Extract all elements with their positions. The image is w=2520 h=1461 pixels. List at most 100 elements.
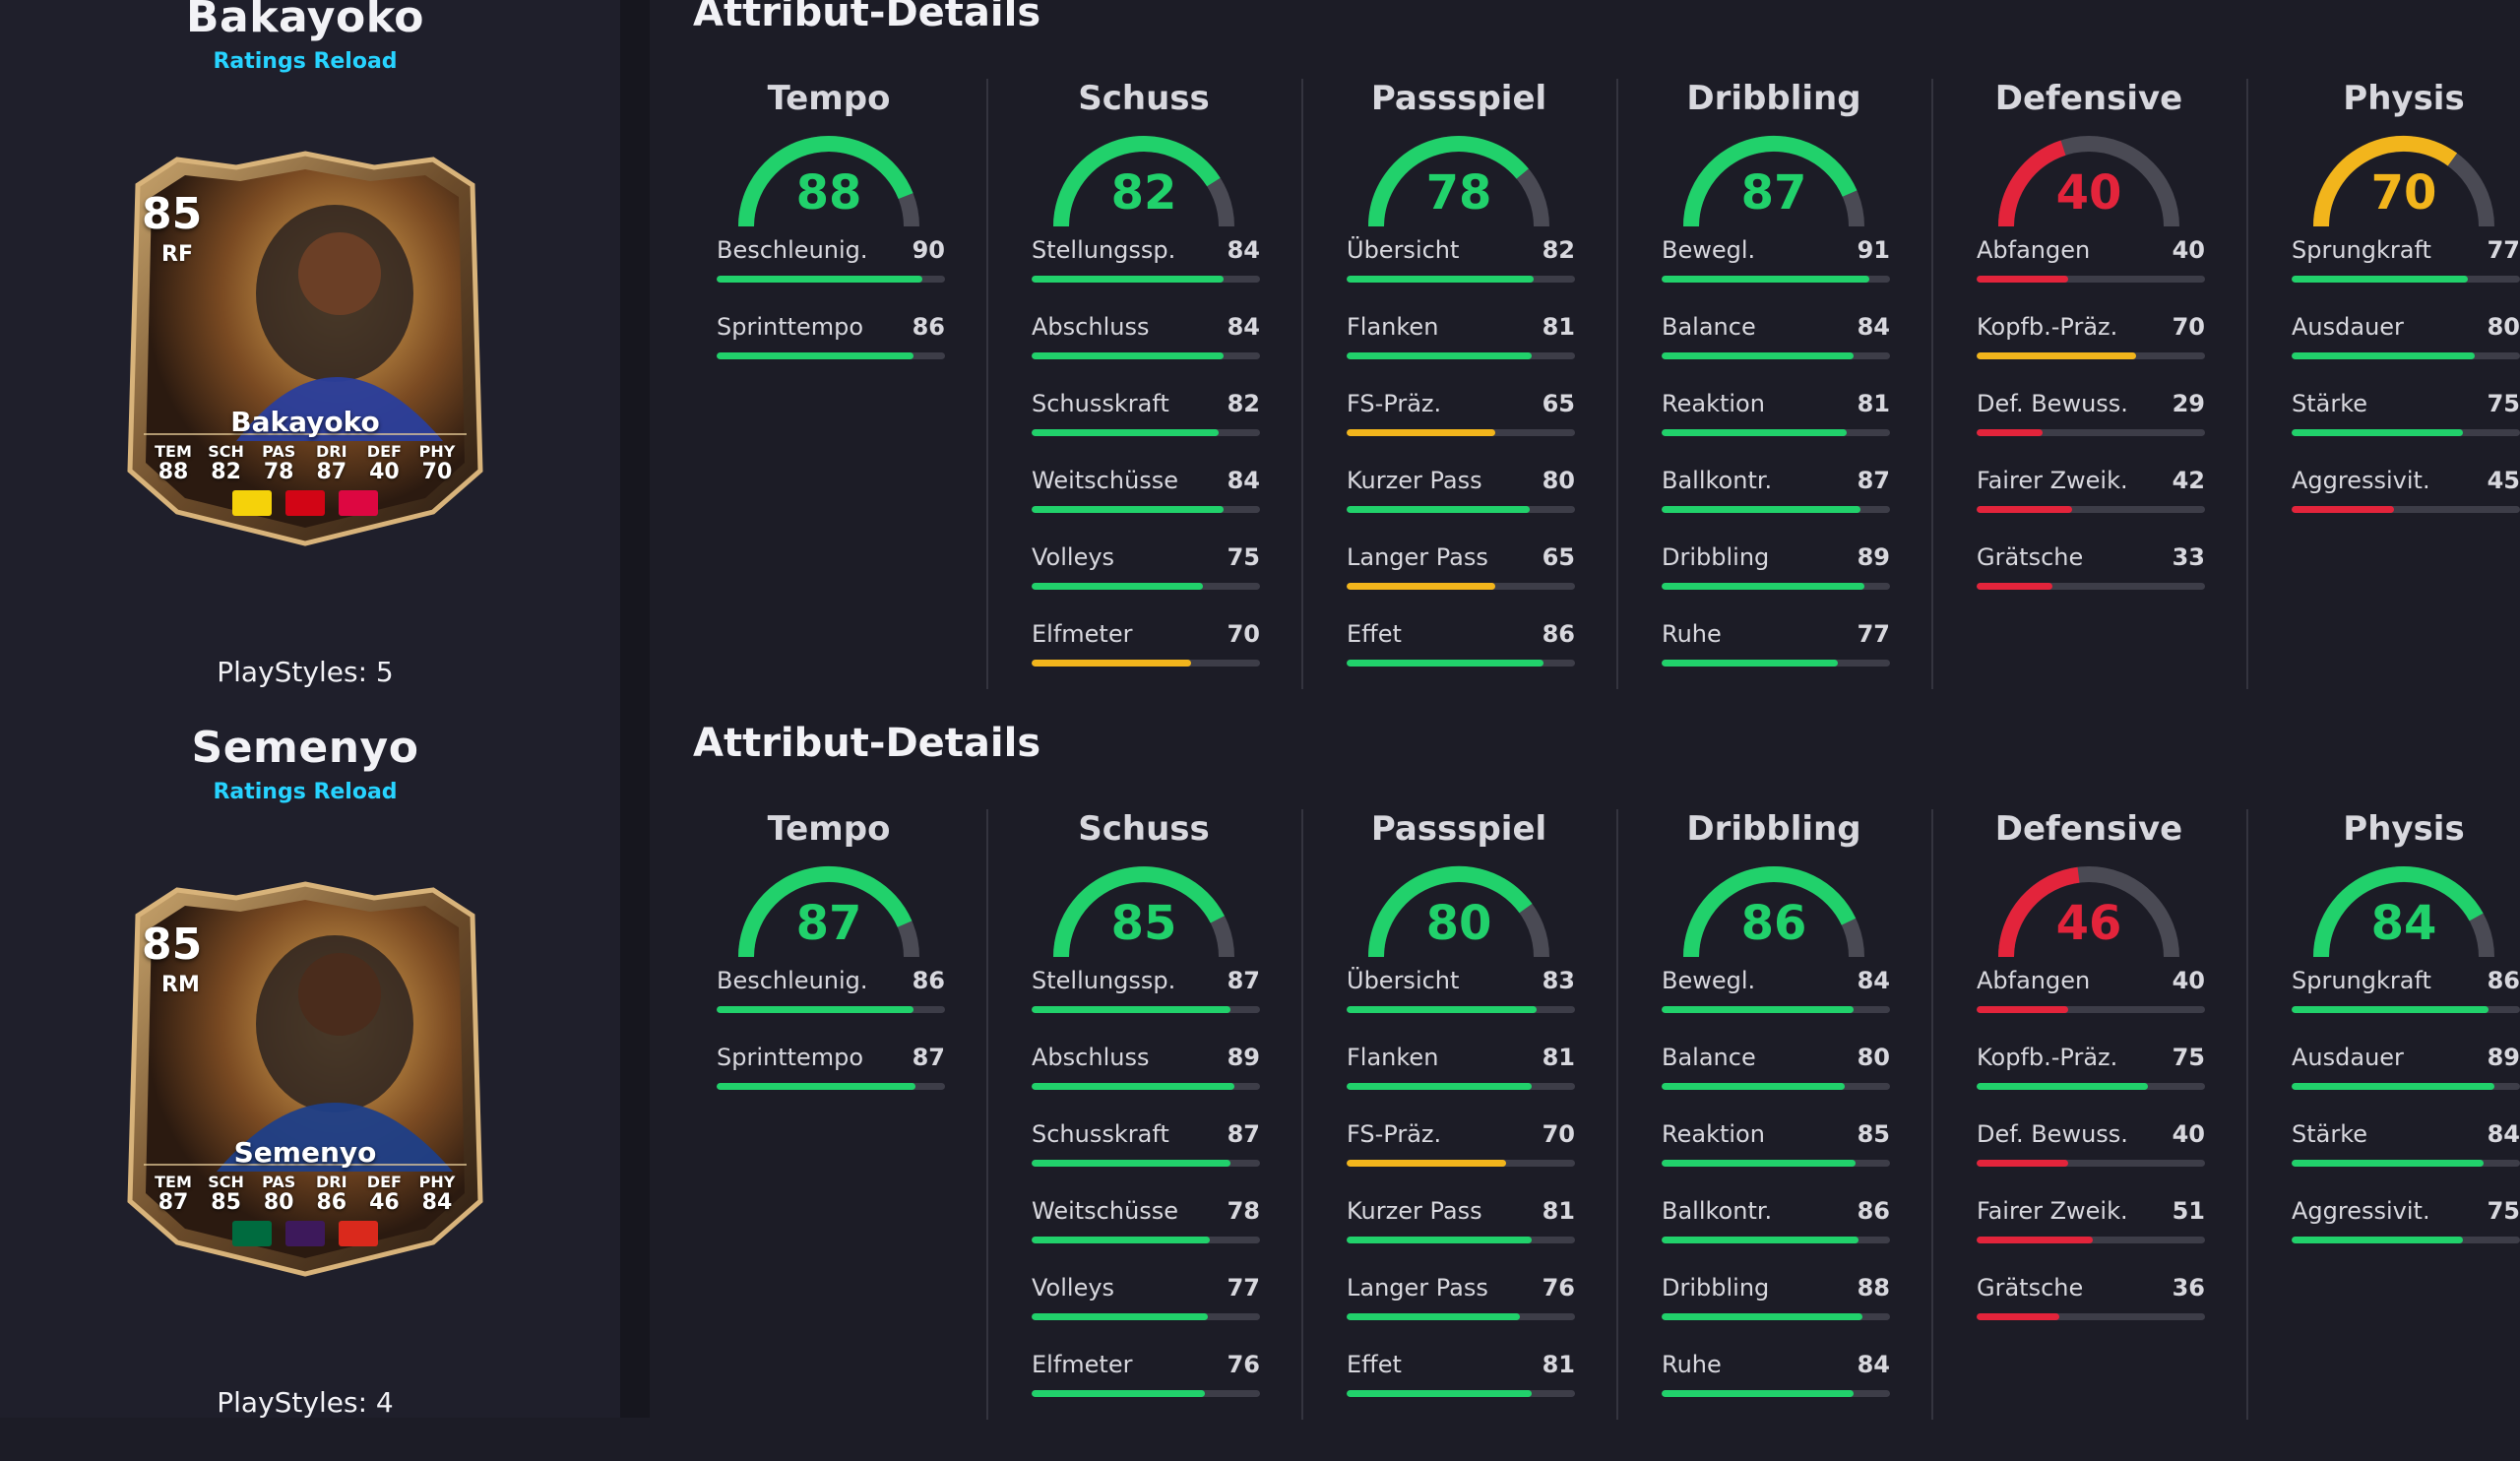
card-stat-label: DRI [316, 1173, 347, 1191]
attribute-row: Reaktion 85 [1662, 1120, 1890, 1179]
attribute-name: Ausdauer [2292, 313, 2404, 341]
attribute-bar-fill [1347, 1237, 1532, 1243]
attribute-bar [2292, 1006, 2520, 1013]
stat-gauge [1998, 136, 2179, 227]
stat-column-title: Physis [2343, 809, 2465, 849]
attribute-value: 86 [1857, 1197, 1890, 1225]
card-stat: SCH 85 [201, 1174, 252, 1215]
card-stat-value: 88 [158, 460, 189, 484]
card-stat-value: 87 [158, 1190, 189, 1215]
attribute-bar [1977, 1160, 2205, 1167]
attribute-bar [1032, 1237, 1260, 1243]
attribute-name: Dribbling [1662, 543, 1770, 571]
attribute-name: Langer Pass [1347, 1274, 1488, 1302]
attribute-name: Fairer Zweik. [1977, 1197, 2128, 1225]
stat-column-value: 87 [1740, 165, 1807, 221]
card-stat-label: PHY [418, 442, 456, 461]
card-stat: TEM 88 [148, 443, 199, 484]
attribute-name: Schusskraft [1032, 390, 1169, 417]
attribute-bar-fill [1347, 1313, 1521, 1320]
attribute-bar [1662, 1160, 1890, 1167]
gauge-fill [738, 136, 914, 227]
attribute-bar-fill [1977, 1237, 2094, 1243]
attribute-row: Ballkontr. 86 [1662, 1197, 1890, 1256]
stat-column-title: Dribbling [1686, 79, 1861, 118]
bundesliga-logo-icon [285, 490, 325, 516]
attribute-row: Abschluss 84 [1032, 313, 1260, 372]
stat-column-value: 87 [795, 896, 862, 951]
player-name: Bakayoko [185, 0, 425, 42]
attribute-name: Balance [1662, 1044, 1756, 1071]
attribute-row: Elfmeter 70 [1032, 620, 1260, 679]
attribute-bar-fill [1347, 1083, 1532, 1090]
attribute-value: 51 [2172, 1197, 2205, 1225]
attribute-bar-fill [2292, 1160, 2484, 1167]
attribute-bar-fill [1662, 429, 1847, 436]
stat-column-tempo: Tempo 87 Beschleunig. 86 Sprinttempo 87 [671, 801, 986, 1422]
attribute-row: Kopfb.-Präz. 75 [1977, 1044, 2205, 1103]
attribute-row: Ruhe 77 [1662, 620, 1890, 679]
attribute-name: FS-Präz. [1347, 1120, 1442, 1148]
card-stat-label: DEF [366, 1173, 402, 1191]
card-stat-value: 85 [211, 1190, 241, 1215]
attribute-value: 75 [2487, 390, 2520, 417]
player-block-bakayoko[interactable]: Bakayoko Ratings Reload 85 [0, 0, 620, 730]
player-card[interactable]: 85 RF Bakayoko TEM 88 SCH 82 PAS 78 DRI 87 DEF 40… [108, 146, 502, 549]
attribute-row: Kurzer Pass 80 [1347, 467, 1575, 526]
attribute-bar [717, 1006, 945, 1013]
attribute-value: 84 [1227, 467, 1260, 494]
attribute-row: Reaktion 81 [1662, 390, 1890, 449]
gauge-fill [1998, 866, 2080, 958]
card-rating: 85 [142, 920, 203, 970]
stat-gauge [1998, 866, 2179, 958]
attribute-value: 76 [1227, 1351, 1260, 1378]
stat-column-title: Dribbling [1686, 809, 1861, 849]
column-separator [1301, 79, 1303, 689]
attribute-name: Abschluss [1032, 313, 1150, 341]
attribute-name: Beschleunig. [717, 236, 868, 264]
column-separator [2246, 809, 2248, 1420]
player-card[interactable]: 85 RM Semenyo TEM 87 SCH 85 PAS 80 DRI 86 DEF 46 P… [108, 876, 502, 1280]
attribute-value: 86 [2487, 967, 2520, 994]
attribute-bar [1347, 1313, 1575, 1320]
attribute-name: Grätsche [1977, 543, 2084, 571]
attribute-row: Übersicht 83 [1347, 967, 1575, 1026]
attribute-name: Def. Bewuss. [1977, 1120, 2128, 1148]
attribute-bar [1662, 276, 1890, 283]
attribute-name: Beschleunig. [717, 967, 868, 994]
attribute-value: 85 [1857, 1120, 1890, 1148]
attribute-bar-fill [717, 276, 922, 283]
card-stat: DEF 46 [358, 1174, 410, 1215]
attribute-bar-fill [1032, 1237, 1210, 1243]
attribute-bar [1347, 1160, 1575, 1167]
attribute-value: 81 [1542, 1351, 1575, 1378]
card-stat-label: DRI [316, 442, 347, 461]
player-block-semenyo[interactable]: Semenyo Ratings Reload 85 [0, 723, 620, 1461]
attribute-bar [2292, 276, 2520, 283]
attribute-row: Balance 80 [1662, 1044, 1890, 1103]
stat-column-tempo: Tempo 88 Beschleunig. 90 Sprinttempo 86 [671, 71, 986, 691]
attribute-row: Volleys 75 [1032, 543, 1260, 603]
card-stat-value: 78 [263, 460, 294, 484]
attribute-name: Fairer Zweik. [1977, 467, 2128, 494]
attribute-name: Übersicht [1347, 236, 1460, 264]
attribute-value: 86 [1542, 620, 1575, 648]
attribute-bar-fill [1977, 1083, 2148, 1090]
attribute-value: 40 [2172, 1120, 2205, 1148]
attribute-bar [1347, 1237, 1575, 1243]
attribute-name: Weitschüsse [1032, 1197, 1179, 1225]
stat-column-value: 70 [2370, 165, 2437, 221]
stat-column-schuss: Schuss 82 Stellungssp. 84 Abschluss 84 Schussk… [986, 71, 1301, 691]
attribute-name: Effet [1347, 620, 1402, 648]
attribute-bar-fill [1032, 1313, 1208, 1320]
attribute-bar [1662, 1237, 1890, 1243]
attribute-row: Abfangen 40 [1977, 236, 2205, 295]
attribute-row: Balance 84 [1662, 313, 1890, 372]
player-subtitle: Ratings Reload [213, 49, 398, 74]
attribute-bar-fill [1977, 1006, 2068, 1013]
attribute-row: Sprinttempo 87 [717, 1044, 945, 1103]
card-stat-label: TEM [155, 442, 192, 461]
attribute-row: Sprungkraft 77 [2292, 236, 2520, 295]
attribute-name: Grätsche [1977, 1274, 2084, 1302]
attribute-row: Langer Pass 76 [1347, 1274, 1575, 1333]
